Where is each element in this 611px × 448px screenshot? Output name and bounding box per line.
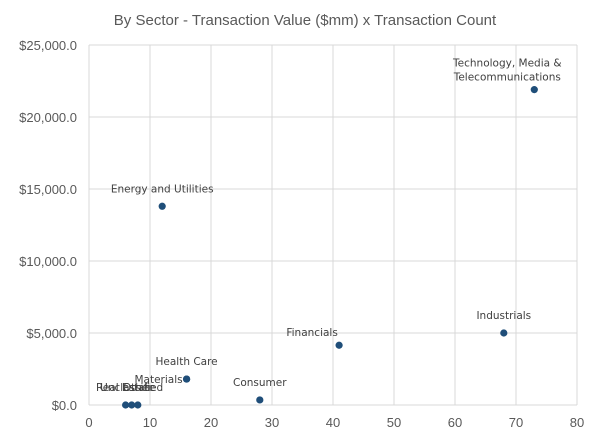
y-tick-label: $20,000.0 (19, 110, 77, 125)
x-tick-label: 30 (265, 415, 279, 430)
y-tick-label: $5,000.0 (26, 326, 77, 341)
chart-title: By Sector - Transaction Value ($mm) x Tr… (114, 12, 497, 29)
data-point (335, 341, 343, 349)
x-tick-label: 60 (448, 415, 462, 430)
x-tick-label: 40 (326, 415, 340, 430)
y-tick-label: $25,000.0 (19, 38, 77, 53)
data-points (122, 86, 538, 409)
gridlines (88, 44, 578, 406)
data-point (134, 401, 142, 409)
data-point (158, 202, 166, 210)
x-tick-label: 80 (570, 415, 584, 430)
point-label: Materials (134, 374, 182, 386)
axis-ticks: 0 10 20 30 40 50 60 70 80 $0.0 $5,000.0 $10,000.0 $1… (19, 38, 584, 430)
data-point (500, 329, 508, 337)
data-point (183, 375, 191, 383)
data-point (530, 86, 538, 94)
point-label: Energy and Utilities (111, 183, 214, 195)
x-tick-label: 20 (204, 415, 218, 430)
point-label: Real Estate (96, 382, 155, 394)
x-tick-label: 0 (85, 415, 92, 430)
data-point (122, 401, 130, 409)
data-point (128, 401, 136, 409)
point-label: Health Care (156, 356, 218, 368)
y-tick-label: $0.0 (52, 398, 77, 413)
data-point (256, 396, 264, 404)
x-tick-label: 10 (143, 415, 157, 430)
y-tick-label: $10,000.0 (19, 254, 77, 269)
y-tick-label: $15,000.0 (19, 182, 77, 197)
point-label: Consumer (233, 377, 287, 389)
point-label: Technology, Media & Telecommunications (452, 58, 562, 84)
point-label: Unclassified (100, 382, 163, 394)
point-label: Financials (286, 327, 337, 339)
point-label: Other (123, 382, 153, 394)
point-label: Industrials (476, 310, 531, 322)
x-tick-label: 70 (509, 415, 523, 430)
x-tick-label: 50 (387, 415, 401, 430)
point-labels: Technology, Media & Telecommunications Ene… (96, 58, 562, 394)
